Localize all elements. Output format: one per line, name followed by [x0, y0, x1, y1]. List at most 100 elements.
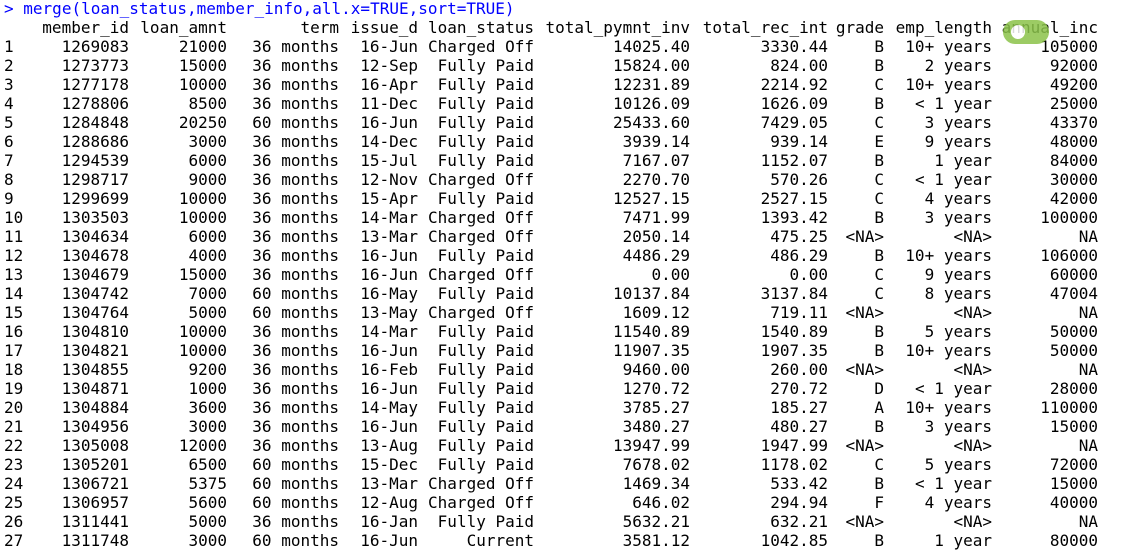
console-command: merge(loan_status,member_info,all.x=TRUE…	[23, 0, 515, 18]
cell-loan-status: Fully Paid	[437, 189, 534, 208]
cell-total-rec-int: 486.29	[770, 246, 828, 265]
cell-row-index: 18	[4, 360, 24, 379]
cell-total-pymnt-inv: 1469.34	[622, 474, 690, 493]
table-row: 5 1284848 20250 60 months 16-Jun Fully Paid 25…	[0, 113, 1098, 132]
cell-annual-inc: 84000	[1049, 151, 1098, 170]
cell-grade: B	[874, 56, 884, 75]
cell-issue-d: 16-Jun	[360, 246, 418, 265]
cell-annual-inc: 47004	[1049, 284, 1098, 303]
cell-total-rec-int: 1152.07	[760, 151, 828, 170]
cell-emp-length: < 1 year	[914, 379, 992, 398]
cell-total-pymnt-inv: 3785.27	[622, 398, 690, 417]
cell-emp-length: 10+ years	[905, 75, 992, 94]
cell-member-id: 1269083	[61, 37, 129, 56]
cell-total-rec-int: 1947.99	[760, 436, 828, 455]
cell-loan-status: Charged Off	[428, 170, 534, 189]
header-total-rec-int: total_rec_int	[702, 18, 828, 37]
cell-total-pymnt-inv: 4486.29	[622, 246, 690, 265]
cell-term: 36 months	[252, 37, 339, 56]
cell-total-rec-int: 1907.35	[760, 341, 828, 360]
cell-emp-length: 8 years	[924, 284, 992, 303]
cell-loan-status: Fully Paid	[437, 113, 534, 132]
cell-row-index: 9	[4, 189, 14, 208]
cell-loan-amnt: 3600	[188, 398, 227, 417]
table-row: 11 1304634 6000 36 months 13-Mar Charged Off 2…	[0, 227, 1098, 246]
cell-total-rec-int: 270.72	[770, 379, 828, 398]
table-row: 18 1304855 9200 36 months 16-Feb Fully Paid 94…	[0, 360, 1098, 379]
cell-term: 36 months	[252, 246, 339, 265]
cell-loan-amnt: 6000	[188, 151, 227, 170]
cell-total-rec-int: 824.00	[770, 56, 828, 75]
cell-total-pymnt-inv: 646.02	[632, 493, 690, 512]
cell-issue-d: 16-Jun	[360, 379, 418, 398]
cell-member-id: 1303503	[61, 208, 129, 227]
cell-grade: B	[874, 151, 884, 170]
cell-term: 36 months	[252, 151, 339, 170]
cell-issue-d: 13-Mar	[360, 474, 418, 493]
cell-issue-d: 13-Mar	[360, 227, 418, 246]
cell-annual-inc: 110000	[1040, 398, 1098, 417]
cell-annual-inc: NA	[1078, 436, 1098, 455]
cell-total-rec-int: 480.27	[770, 417, 828, 436]
cell-loan-status: Charged Off	[428, 493, 534, 512]
cell-member-id: 1304956	[61, 417, 129, 436]
cell-loan-amnt: 15000	[178, 265, 227, 284]
cell-annual-inc: 30000	[1049, 170, 1098, 189]
cell-total-pymnt-inv: 10137.84	[612, 284, 690, 303]
cell-annual-inc: NA	[1078, 512, 1098, 531]
cell-row-index: 21	[4, 417, 24, 436]
cell-grade: B	[874, 246, 884, 265]
cell-annual-inc: NA	[1078, 303, 1098, 322]
cell-loan-amnt: 5600	[188, 493, 227, 512]
cell-grade: B	[874, 341, 884, 360]
cell-total-pymnt-inv: 7471.99	[622, 208, 690, 227]
cell-loan-amnt: 1000	[188, 379, 227, 398]
table-row: 23 1305201 6500 60 months 15-Dec Fully Paid 76…	[0, 455, 1098, 474]
cell-total-pymnt-inv: 10126.09	[612, 94, 690, 113]
cell-row-index: 26	[4, 512, 24, 531]
cell-annual-inc: 28000	[1049, 379, 1098, 398]
cell-row-index: 10	[4, 208, 24, 227]
cell-total-rec-int: 719.11	[770, 303, 828, 322]
cell-total-rec-int: 0.00	[789, 265, 828, 284]
cell-term: 36 months	[252, 436, 339, 455]
cell-grade: C	[874, 189, 884, 208]
cell-emp-length: 9 years	[924, 132, 992, 151]
table-row: 22 1305008 12000 36 months 13-Aug Fully Paid 1…	[0, 436, 1098, 455]
cell-emp-length: 10+ years	[905, 246, 992, 265]
cell-issue-d: 14-May	[360, 398, 418, 417]
cell-loan-status: Charged Off	[428, 265, 534, 284]
cell-term: 60 months	[252, 113, 339, 132]
cell-loan-status: Fully Paid	[437, 56, 534, 75]
cell-loan-amnt: 8500	[188, 94, 227, 113]
header-loan-status: loan_status	[428, 18, 534, 37]
cell-member-id: 1298717	[61, 170, 129, 189]
cell-grade: D	[874, 379, 884, 398]
table-row: 7 1294539 6000 36 months 15-Jul Fully Paid 716…	[0, 151, 1098, 170]
cell-issue-d: 11-Dec	[360, 94, 418, 113]
cell-member-id: 1304742	[61, 284, 129, 303]
cell-issue-d: 14-Mar	[360, 208, 418, 227]
table-row: 12 1304678 4000 36 months 16-Jun Fully Paid 44…	[0, 246, 1098, 265]
cell-grade: B	[874, 417, 884, 436]
cell-term: 36 months	[252, 208, 339, 227]
table-row: 25 1306957 5600 60 months 12-Aug Charged Off 6…	[0, 493, 1098, 512]
cell-total-rec-int: 3137.84	[760, 284, 828, 303]
cell-loan-status: Charged Off	[428, 227, 534, 246]
cell-loan-status: Charged Off	[428, 37, 534, 56]
cell-loan-amnt: 6500	[188, 455, 227, 474]
cell-member-id: 1305201	[61, 455, 129, 474]
cell-emp-length: 1 year	[934, 531, 992, 550]
cell-issue-d: 13-May	[360, 303, 418, 322]
cell-total-pymnt-inv: 15824.00	[612, 56, 690, 75]
cell-loan-status: Charged Off	[428, 303, 534, 322]
cell-row-index: 19	[4, 379, 24, 398]
cell-row-index: 3	[4, 75, 14, 94]
cell-total-pymnt-inv: 1270.72	[622, 379, 690, 398]
cell-row-index: 6	[4, 132, 14, 151]
cell-total-pymnt-inv: 7678.02	[622, 455, 690, 474]
cell-issue-d: 16-Jun	[360, 265, 418, 284]
cell-row-index: 13	[4, 265, 24, 284]
cell-emp-length: 1 year	[934, 151, 992, 170]
cell-loan-amnt: 20250	[178, 113, 227, 132]
